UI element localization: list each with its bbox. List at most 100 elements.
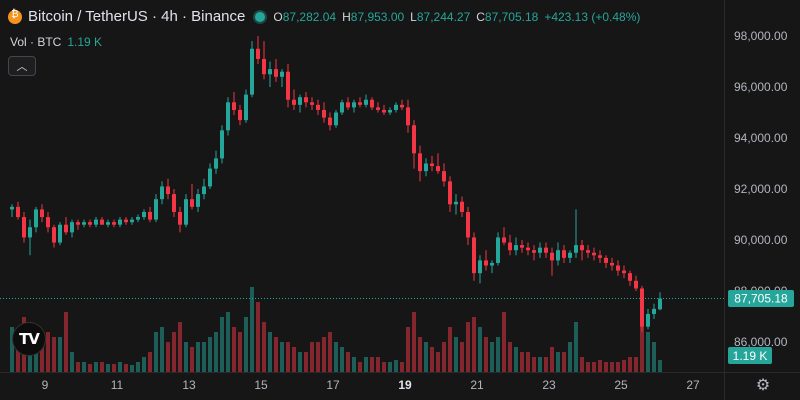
- volume-bar: [106, 364, 110, 372]
- candle-body: [478, 260, 482, 274]
- volume-bar: [142, 357, 146, 372]
- time-tick-label: 13: [182, 378, 196, 392]
- volume-bar: [418, 337, 422, 372]
- candle-body: [652, 308, 656, 314]
- close-label: C: [476, 9, 485, 24]
- open-value: 87,282.04: [282, 9, 337, 24]
- symbol-legend[interactable]: Bitcoin / TetherUS · 4h · Binance O87,28…: [8, 8, 640, 25]
- volume-tag-label: 1.19 K: [733, 349, 768, 363]
- candle-body: [520, 245, 524, 248]
- candle-body: [46, 217, 50, 228]
- volume-bar: [352, 357, 356, 372]
- candle-body: [538, 247, 542, 253]
- candle-body: [508, 242, 512, 251]
- candle-body: [124, 219, 128, 223]
- volume-bar: [622, 360, 626, 372]
- time-axis[interactable]: 9 11 13 15 17 19 21 23 25 27: [42, 378, 700, 392]
- time-tick-label: 17: [326, 378, 340, 392]
- candle-body: [412, 125, 416, 154]
- volume-bar: [328, 332, 332, 372]
- bitcoin-icon: [8, 9, 22, 24]
- candle-body: [16, 206, 20, 218]
- volume-bar: [412, 312, 416, 372]
- volume-bar: [508, 342, 512, 372]
- volume-bar: [268, 332, 272, 372]
- volume-bar: [10, 327, 14, 372]
- volume-bar: [478, 327, 482, 372]
- high-label: H: [342, 9, 351, 24]
- candle-body: [310, 102, 314, 105]
- volume-legend[interactable]: Vol · BTC 1.19 K: [10, 35, 102, 49]
- candle-body: [148, 211, 152, 220]
- candle-body: [238, 109, 242, 121]
- volume-bar: [514, 347, 518, 372]
- price-tick-label: 96,000.00: [734, 80, 788, 94]
- volume-bar: [52, 337, 56, 372]
- candle-body: [88, 222, 92, 225]
- volume-bar: [298, 352, 302, 372]
- candle-body: [574, 245, 578, 253]
- tradingview-logo[interactable]: TV: [12, 322, 46, 356]
- volume-bar: [574, 322, 578, 372]
- volume-bar: [184, 342, 188, 372]
- candle-body: [550, 252, 554, 261]
- candle-body: [280, 71, 284, 77]
- symbol-title[interactable]: Bitcoin / TetherUS · 4h · Binance: [28, 8, 245, 25]
- volume-bar: [346, 352, 350, 372]
- chevron-up-icon: ︿: [16, 61, 28, 73]
- price-tick-label: 94,000.00: [734, 131, 788, 145]
- candle-body: [358, 102, 362, 105]
- market-status-icon[interactable]: [255, 11, 266, 22]
- candle-body: [364, 99, 368, 105]
- time-tick-label: 21: [470, 378, 484, 392]
- candle-body: [388, 109, 392, 113]
- candle-body: [34, 209, 38, 228]
- price-candles: [10, 36, 662, 332]
- price-tick-label: 86,000.00: [734, 335, 788, 349]
- volume-bar: [484, 337, 488, 372]
- collapse-legend-button[interactable]: ︿: [8, 56, 36, 76]
- volume-bar: [532, 357, 536, 372]
- candle-body: [136, 217, 140, 220]
- candle-body: [106, 222, 110, 225]
- volume-bar: [322, 337, 326, 372]
- candle-body: [292, 99, 296, 105]
- volume-bar: [376, 357, 380, 372]
- candle-body: [304, 97, 308, 103]
- candle-body: [634, 280, 638, 289]
- candle-body: [568, 252, 572, 258]
- gear-icon[interactable]: ⚙: [755, 377, 771, 394]
- candle-body: [316, 104, 320, 110]
- price-tag-label: 87,705.18: [734, 292, 788, 306]
- volume-bar: [34, 352, 38, 372]
- candle-body: [262, 58, 266, 75]
- time-tick-label: 19: [398, 378, 412, 392]
- candle-body: [544, 247, 548, 253]
- candle-body: [430, 163, 434, 167]
- candle-body: [622, 270, 626, 274]
- candle-body: [592, 252, 596, 256]
- volume-bar: [406, 327, 410, 372]
- volume-label: Vol · BTC: [10, 35, 62, 49]
- candle-body: [370, 99, 374, 108]
- volume-bar: [400, 362, 404, 372]
- open-label: O: [273, 9, 283, 24]
- volume-bar: [454, 337, 458, 372]
- candle-body: [604, 257, 608, 263]
- candle-body: [490, 262, 494, 266]
- interval: 4h: [161, 8, 178, 25]
- volume-bar: [448, 327, 452, 372]
- candle-body: [10, 206, 14, 210]
- volume-bar: [496, 337, 500, 372]
- volume-bar: [610, 362, 614, 372]
- volume-bar: [562, 352, 566, 372]
- candle-body: [142, 211, 146, 218]
- volume-bar: [304, 352, 308, 372]
- candle-body: [226, 102, 230, 131]
- candle-body: [202, 186, 206, 195]
- candle-body: [376, 107, 380, 110]
- volume-bar: [148, 352, 152, 372]
- volume-bar: [640, 312, 644, 372]
